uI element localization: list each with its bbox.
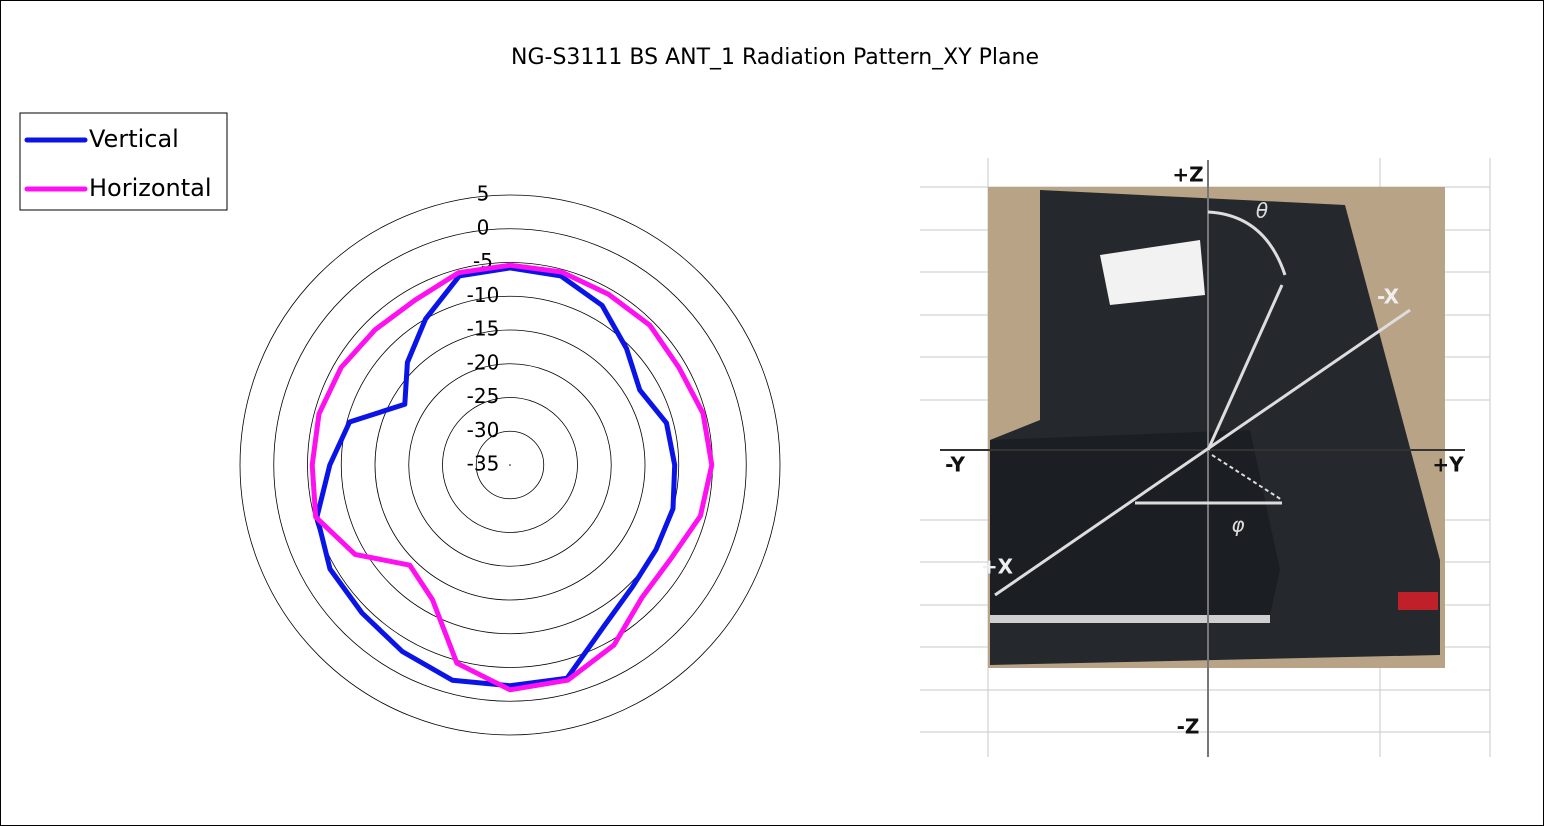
page: NG-S3111 BS ANT_1 Radiation Pattern_XY P… [0, 0, 1544, 826]
phi-label: φ [1231, 513, 1244, 537]
r-tick-label: -15 [467, 317, 500, 341]
axis-label: -Z [1177, 715, 1200, 739]
theta-label: θ [1256, 199, 1268, 223]
r-tick-label: -25 [467, 384, 500, 408]
device-edge [990, 615, 1270, 623]
axis-label: +X [981, 555, 1014, 579]
r-tick-label: 5 [477, 182, 490, 206]
legend-label: Vertical [89, 125, 179, 153]
r-tick-label: -30 [467, 418, 500, 442]
chart-title: NG-S3111 BS ANT_1 Radiation Pattern_XY P… [511, 45, 1039, 70]
r-tick-label: -10 [467, 283, 500, 307]
legend: Vertical Horizontal [20, 113, 227, 210]
axis-label: +Y [1432, 453, 1464, 477]
photo: +Z -Z -Y +Y -X +X θ φ [920, 158, 1490, 758]
r-tick-label: -20 [467, 350, 500, 374]
legend-label: Horizontal [89, 174, 212, 202]
axis-label: -X [1377, 285, 1400, 309]
axis-label: -Y [945, 453, 965, 477]
axis-label: +Z [1172, 163, 1203, 187]
device-led [1398, 592, 1438, 610]
r-tick-label: -35 [467, 452, 500, 476]
chart: NG-S3111 BS ANT_1 Radiation Pattern_XY P… [0, 0, 1544, 826]
r-tick-label: 0 [477, 215, 490, 239]
center-dot [509, 464, 511, 466]
